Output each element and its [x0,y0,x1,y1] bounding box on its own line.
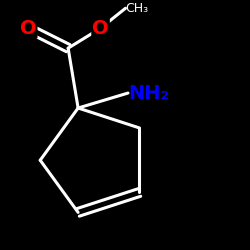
Text: O: O [20,19,36,38]
Text: NH₂: NH₂ [128,84,169,102]
Text: O: O [92,19,109,38]
Text: CH₃: CH₃ [126,2,149,15]
